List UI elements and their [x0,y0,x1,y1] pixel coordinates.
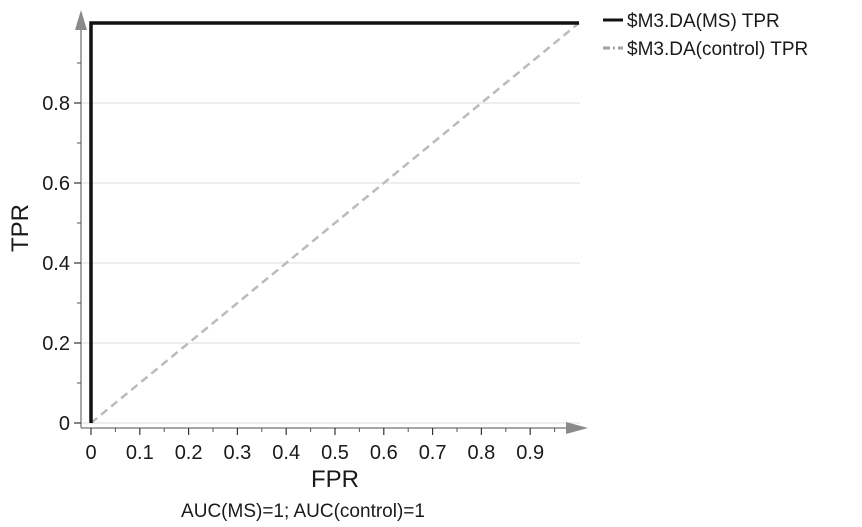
grid-layer [81,102,580,424]
legend-label-ms: $M3.DA(MS) TPR [627,11,780,32]
x-tick-label-3: 0.3 [223,442,251,464]
y-tick-label-1: 0.2 [42,333,70,355]
reference-layer [90,22,580,424]
x-tick-label-5: 0.5 [321,442,349,464]
y-axis-title: TPR [7,204,34,252]
y-tick-label-0: 0 [59,413,70,435]
y-tick-label-2: 0.4 [42,253,70,275]
x-tick-label-1: 0.1 [126,442,154,464]
auc-annotation: AUC(MS)=1; AUC(control)=1 [181,501,425,522]
x-tick-label-6: 0.6 [370,442,398,464]
ticks-layer: 0 0.2 0.4 0.6 0.8 0 0.1 0.2 0.3 0.4 0.5 0.6 0.7 0.8 0.… [42,93,544,464]
series-layer [89,21,579,423]
x-tick-label-2: 0.2 [175,442,203,464]
y-tick-label-3: 0.6 [42,173,70,195]
series-line-0 [89,21,579,423]
legend: $M3.DA(MS) TPR $M3.DA(control) TPR [603,11,808,60]
reference-diagonal [90,22,580,424]
x-axis-title: FPR [311,466,359,493]
x-tick-label-0: 0 [85,442,96,464]
x-tick-label-7: 0.7 [419,442,447,464]
x-tick-label-8: 0.8 [467,442,495,464]
axes-layer [74,10,588,435]
x-tick-label-4: 0.4 [272,442,300,464]
y-tick-label-4: 0.8 [42,93,70,115]
x-axis-arrow [566,422,588,434]
x-tick-label-9: 0.9 [516,442,544,464]
legend-label-control: $M3.DA(control) TPR [627,39,808,60]
y-axis-arrow [75,10,87,30]
